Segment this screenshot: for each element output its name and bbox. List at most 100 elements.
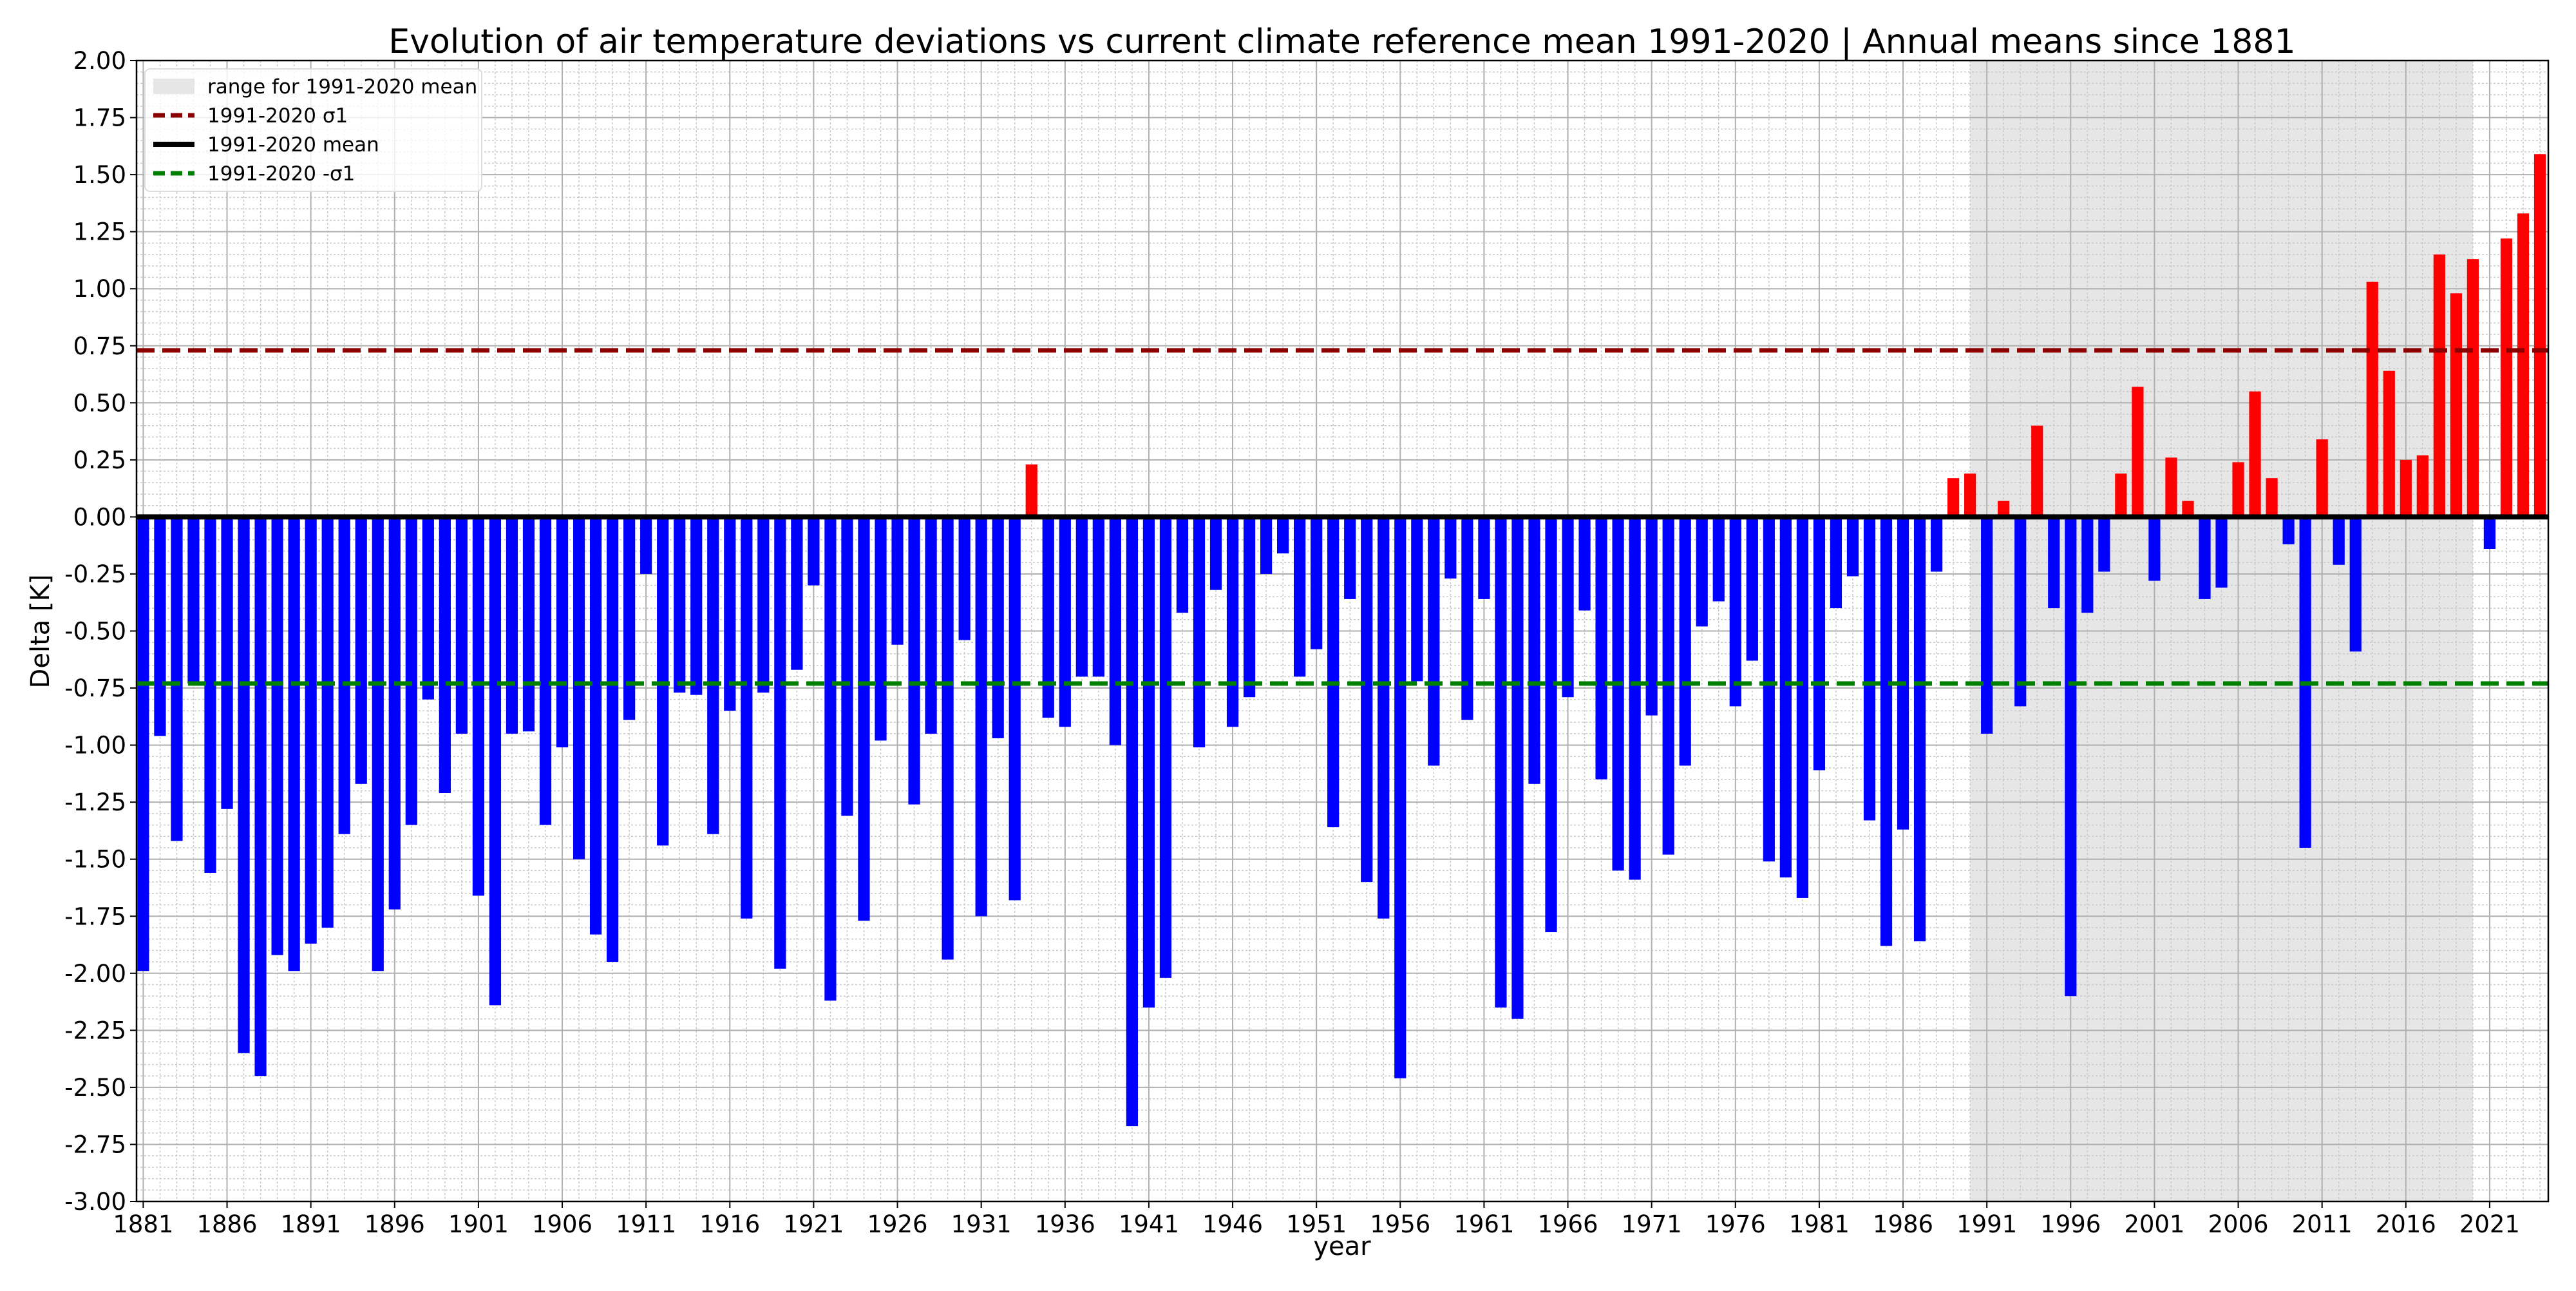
bar-1917: [741, 517, 753, 919]
bar-1941: [1142, 517, 1155, 1008]
bar-1964: [1528, 517, 1540, 784]
bar-1952: [1327, 517, 1340, 828]
x-tick-label: 1886: [196, 1210, 257, 1238]
bar-2017: [2416, 455, 2429, 517]
bar-1947: [1243, 517, 1256, 698]
bar-2001: [2148, 517, 2161, 581]
bar-1969: [1612, 517, 1624, 871]
bar-2022: [2500, 238, 2513, 517]
x-tick-label: 1911: [616, 1210, 676, 1238]
bar-1999: [2115, 473, 2127, 517]
legend-label: 1991-2020 mean: [207, 133, 379, 157]
bar-1924: [858, 517, 870, 921]
bar-1908: [589, 517, 602, 935]
bar-1883: [171, 517, 183, 841]
bar-1958: [1428, 517, 1440, 766]
bar-1884: [187, 517, 200, 684]
bar-1979: [1779, 517, 1792, 878]
bar-1897: [405, 517, 417, 825]
bar-1943: [1176, 517, 1189, 613]
bar-1906: [556, 517, 569, 748]
y-tick-label: 1.25: [73, 218, 126, 246]
bar-1961: [1478, 517, 1490, 599]
legend-swatch-range: [153, 79, 194, 94]
bar-1888: [254, 517, 267, 1076]
x-tick-label: 1971: [1622, 1210, 1682, 1238]
bar-1885: [204, 517, 216, 873]
bar-1894: [355, 517, 367, 784]
x-tick-label: 2006: [2208, 1210, 2268, 1238]
bar-2024: [2533, 154, 2546, 517]
bar-1986: [1897, 517, 1909, 830]
x-tick-label: 2016: [2376, 1210, 2436, 1238]
bar-2002: [2165, 457, 2177, 517]
bar-1984: [1863, 517, 1876, 821]
x-tick-label: 1951: [1286, 1210, 1347, 1238]
bar-1980: [1796, 517, 1808, 898]
x-tick-label: 1891: [281, 1210, 341, 1238]
bar-1931: [975, 517, 987, 917]
bar-1982: [1830, 517, 1842, 609]
x-tick-label: 1896: [365, 1210, 425, 1238]
bar-1939: [1109, 517, 1121, 745]
bar-1968: [1595, 517, 1607, 779]
bar-2007: [2249, 391, 2261, 517]
bar-1914: [690, 517, 703, 695]
x-tick-label: 1926: [867, 1210, 927, 1238]
bar-1913: [674, 517, 686, 693]
bar-1905: [539, 517, 552, 825]
y-tick-label: 0.00: [73, 503, 126, 531]
y-axis-label: Delta [K]: [26, 575, 55, 689]
bar-1921: [808, 517, 820, 586]
bar-2000: [2132, 387, 2144, 517]
bar-1956: [1394, 517, 1406, 1078]
bar-1911: [640, 517, 652, 574]
x-tick-label: 1936: [1035, 1210, 1095, 1238]
bar-1882: [154, 517, 166, 736]
x-tick-label: 2001: [2124, 1210, 2184, 1238]
y-tick-label: -1.75: [64, 903, 126, 930]
bar-1890: [288, 517, 300, 971]
x-tick-label: 1961: [1454, 1210, 1514, 1238]
bar-1922: [824, 517, 837, 1001]
legend-label: 1991-2020 -σ1: [207, 162, 355, 186]
bar-2009: [2282, 517, 2295, 544]
bar-1886: [221, 517, 233, 809]
bar-1997: [2081, 517, 2094, 613]
bar-2012: [2333, 517, 2345, 565]
x-tick-label: 1881: [113, 1210, 173, 1238]
x-tick-label: 1996: [2040, 1210, 2101, 1238]
bar-1912: [657, 517, 669, 846]
x-tick-label: 1906: [532, 1210, 592, 1238]
bar-1963: [1511, 517, 1524, 1019]
bar-1996: [2065, 517, 2077, 997]
bar-1977: [1746, 517, 1758, 661]
bar-1925: [875, 517, 887, 741]
y-tick-label: -0.50: [64, 618, 126, 646]
bar-1945: [1209, 517, 1222, 590]
bar-1983: [1846, 517, 1859, 577]
bar-1962: [1495, 517, 1507, 1008]
plot-frame: [135, 59, 2550, 1203]
x-tick-label: 1966: [1537, 1210, 1598, 1238]
bar-1970: [1629, 517, 1641, 880]
bar-1909: [607, 517, 619, 962]
bar-1926: [891, 517, 904, 645]
bar-1974: [1696, 517, 1708, 627]
y-tick-label: 1.75: [73, 104, 126, 132]
bar-2014: [2366, 282, 2378, 517]
bar-1919: [774, 517, 786, 969]
bar-2016: [2400, 459, 2412, 517]
bar-2023: [2517, 213, 2530, 517]
legend-label: 1991-2020 σ1: [207, 104, 348, 128]
bar-1951: [1311, 517, 1323, 649]
bar-2006: [2232, 462, 2244, 517]
y-tick-label: 1.50: [73, 161, 126, 189]
legend-box: [144, 68, 482, 192]
y-tick-label: -1.00: [64, 732, 126, 760]
bar-1989: [1947, 478, 1960, 517]
bar-1995: [2048, 517, 2060, 609]
bar-1991: [1981, 517, 1993, 734]
bar-1936: [1059, 517, 1071, 727]
bar-1928: [925, 517, 937, 734]
